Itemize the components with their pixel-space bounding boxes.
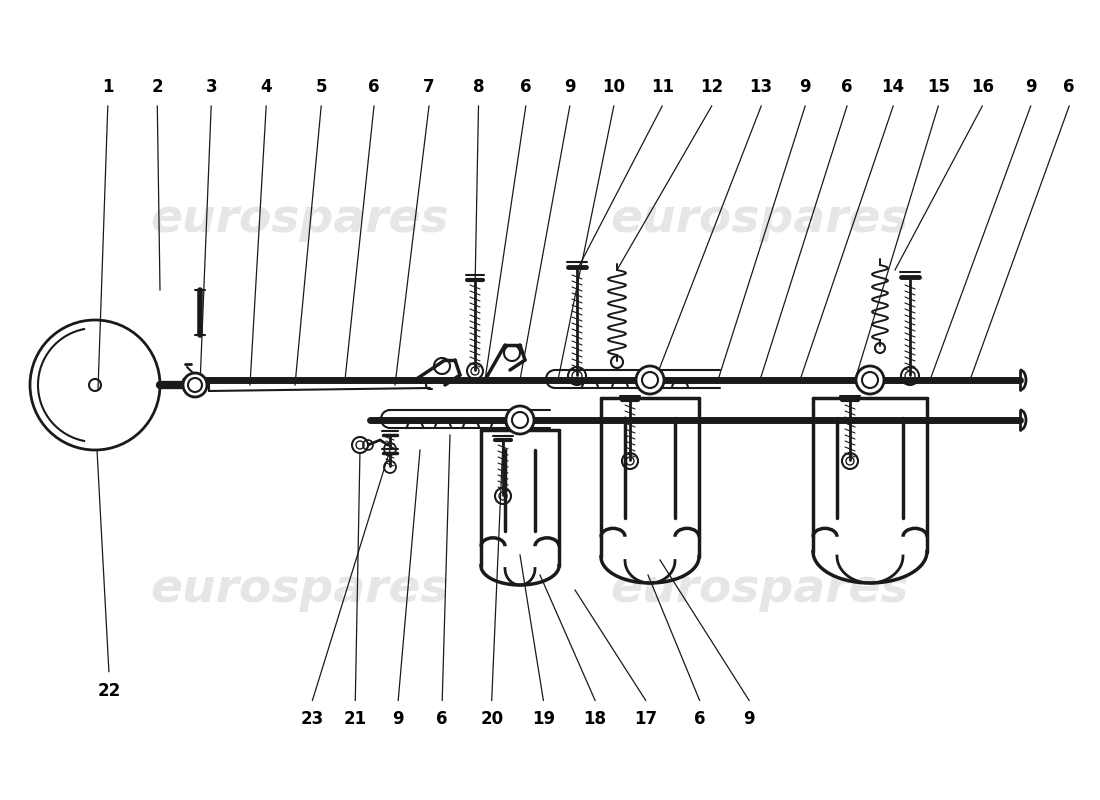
Text: eurospares: eurospares <box>151 567 449 613</box>
Text: 10: 10 <box>603 78 625 96</box>
Text: 1: 1 <box>102 78 113 96</box>
Text: 3: 3 <box>206 78 217 96</box>
Text: 9: 9 <box>564 78 575 96</box>
Text: 21: 21 <box>343 710 367 728</box>
Text: 7: 7 <box>424 78 434 96</box>
Text: 6: 6 <box>842 78 852 96</box>
Text: 9: 9 <box>393 710 404 728</box>
Text: 8: 8 <box>473 78 484 96</box>
Text: 19: 19 <box>531 710 556 728</box>
Text: 6: 6 <box>520 78 531 96</box>
Text: 6: 6 <box>368 78 379 96</box>
Text: 20: 20 <box>480 710 504 728</box>
Text: 9: 9 <box>744 710 755 728</box>
Text: 5: 5 <box>316 78 327 96</box>
Text: 18: 18 <box>584 710 606 728</box>
Circle shape <box>352 437 368 453</box>
Text: 6: 6 <box>694 710 705 728</box>
Circle shape <box>636 366 664 394</box>
Text: 14: 14 <box>881 78 905 96</box>
Text: 15: 15 <box>927 78 949 96</box>
Text: eurospares: eurospares <box>610 198 910 242</box>
Text: 6: 6 <box>437 710 448 728</box>
Text: 9: 9 <box>800 78 811 96</box>
Text: 13: 13 <box>749 78 773 96</box>
Text: 16: 16 <box>971 78 993 96</box>
Text: 9: 9 <box>1025 78 1036 96</box>
Text: eurospares: eurospares <box>610 567 910 613</box>
Text: eurospares: eurospares <box>151 198 449 242</box>
Text: 17: 17 <box>634 710 658 728</box>
Text: 11: 11 <box>651 78 673 96</box>
Text: 12: 12 <box>700 78 724 96</box>
Circle shape <box>506 406 534 434</box>
Circle shape <box>856 366 884 394</box>
Text: 23: 23 <box>300 710 324 728</box>
Text: 22: 22 <box>97 682 121 699</box>
Text: 2: 2 <box>152 78 163 96</box>
Text: 4: 4 <box>261 78 272 96</box>
Text: 6: 6 <box>1064 78 1075 96</box>
Circle shape <box>183 373 207 397</box>
